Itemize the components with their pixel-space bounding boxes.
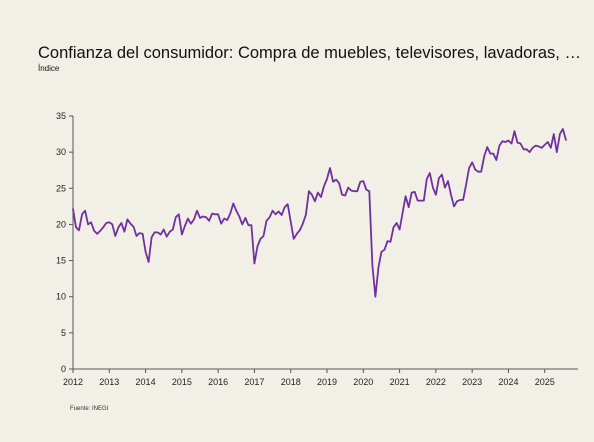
x-tick-label: 2020 — [353, 377, 373, 387]
x-tick-label: 2024 — [498, 377, 518, 387]
x-tick-label: 2018 — [281, 377, 301, 387]
x-tick-label: 2012 — [63, 377, 83, 387]
series-line-0 — [72, 128, 567, 298]
y-tick-label: 0 — [61, 364, 66, 374]
x-tick-label: 2013 — [99, 377, 119, 387]
x-tick-label: 2021 — [390, 377, 410, 387]
y-tick-label: 10 — [56, 292, 66, 302]
x-tick-label: 2019 — [317, 377, 337, 387]
chart-subtitle: Índice — [38, 64, 60, 73]
x-tick-label: 2017 — [244, 377, 264, 387]
y-tick-label: 15 — [56, 256, 66, 266]
source-note: Fuente: INEGI — [70, 406, 109, 412]
x-tick-label: 2022 — [426, 377, 446, 387]
x-tick-label: 2016 — [208, 377, 228, 387]
y-tick-label: 25 — [56, 183, 66, 193]
x-tick-label: 2014 — [136, 377, 156, 387]
y-tick-label: 30 — [56, 147, 66, 157]
y-tick-label: 35 — [56, 111, 66, 121]
x-tick-label: 2023 — [462, 377, 482, 387]
y-tick-label: 20 — [56, 219, 66, 229]
x-tick-label: 2015 — [172, 377, 192, 387]
y-tick-label: 5 — [61, 328, 66, 338]
x-tick-label: 2025 — [535, 377, 555, 387]
